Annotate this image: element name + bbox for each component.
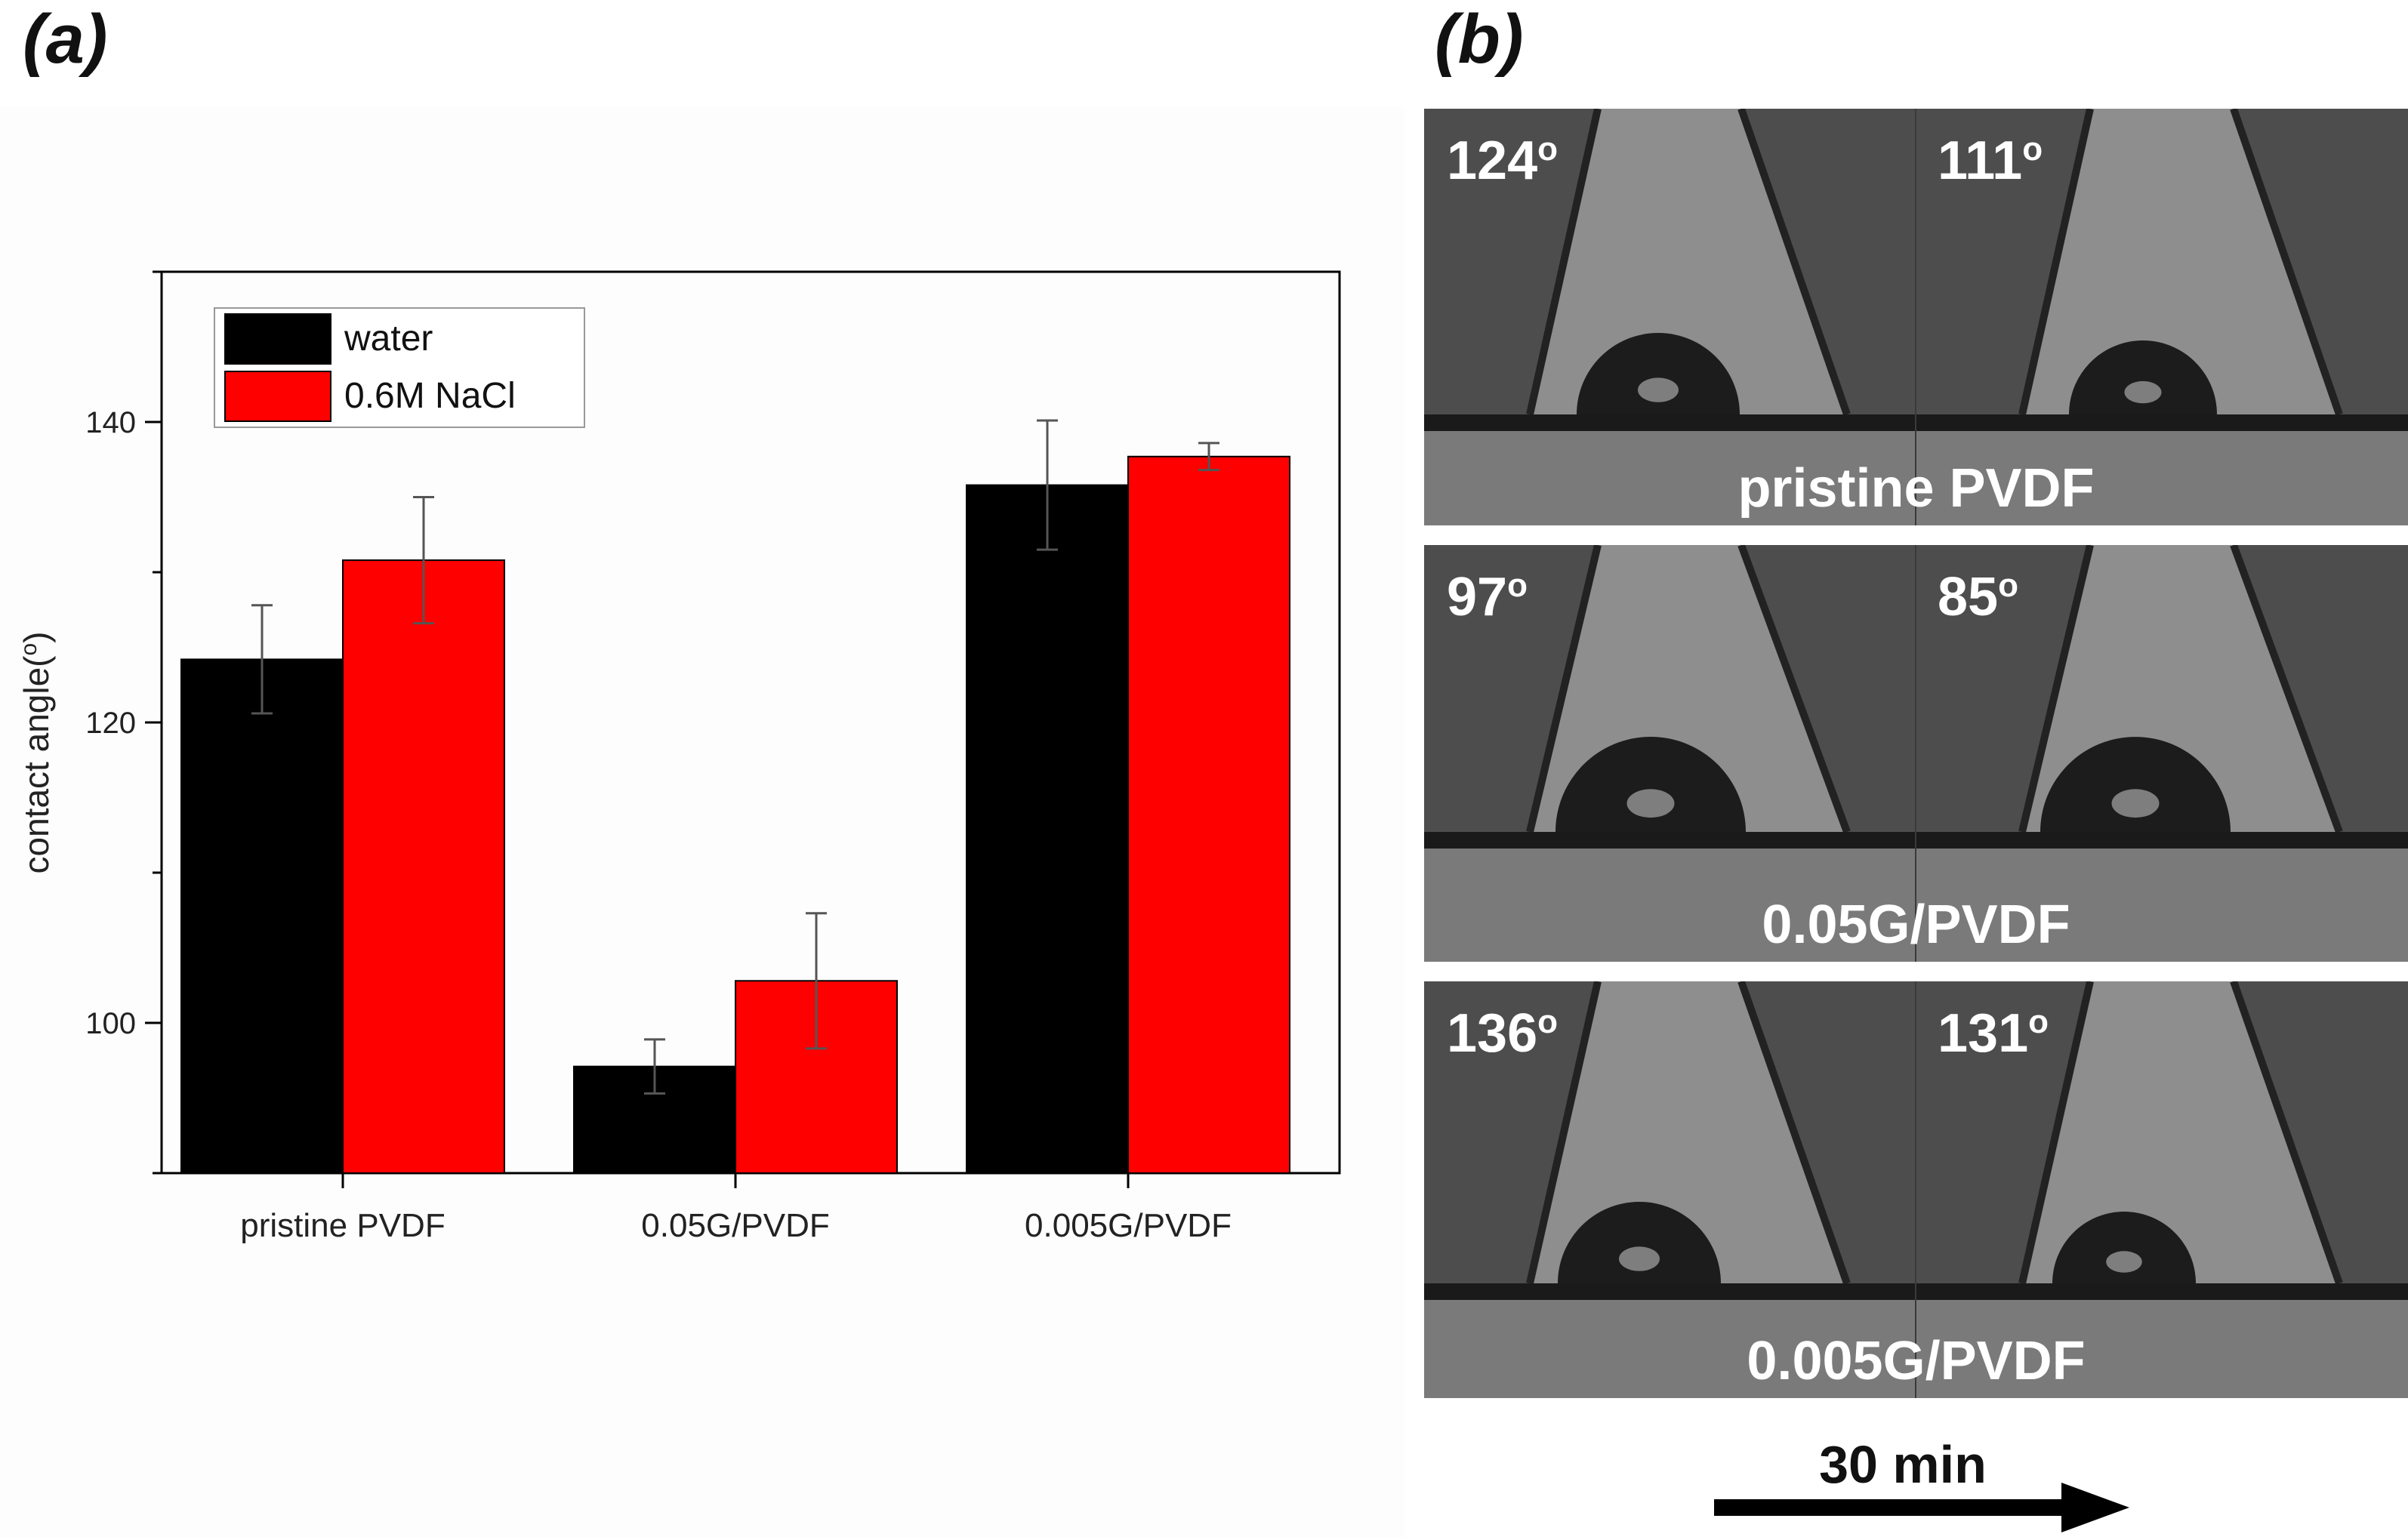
wedge-edge — [2018, 981, 2094, 1285]
droplet-highlight — [1626, 789, 1675, 818]
y-tick-label: 120 — [85, 707, 136, 740]
droplet-photo-panel: 124o 111o pristine PVDF 97o 85o 0.05G/PV… — [1424, 106, 2408, 1538]
droplet-highlight — [2106, 1251, 2142, 1273]
wedge-edge — [1737, 545, 1851, 833]
legend-label: water — [344, 319, 433, 359]
angle-before-label: 136o — [1447, 1003, 1559, 1064]
wedge-edge — [1526, 109, 1602, 416]
x-tick-label: pristine PVDF — [240, 1207, 445, 1244]
y-axis-label: contact angle(o) — [17, 632, 56, 874]
angle-after-label: 111o — [1938, 131, 2043, 191]
angle-before-label: 97o — [1447, 567, 1528, 627]
water-droplet — [2052, 1212, 2196, 1283]
water-droplet — [1555, 737, 1746, 832]
angle-after-label: 131o — [1938, 1003, 2049, 1064]
time-arrow-label: 30 min — [1819, 1435, 1987, 1494]
x-tick-label: 0.005G/PVDF — [1025, 1207, 1232, 1244]
wedge-edge — [1526, 981, 1602, 1285]
water-droplet — [1558, 1202, 1721, 1283]
wedge-edge — [2230, 981, 2343, 1285]
angle-before-label: 124o — [1447, 131, 1559, 191]
water-droplet — [2040, 737, 2231, 832]
water-droplet — [1577, 333, 1740, 414]
bar-0-6m-nacl — [342, 559, 505, 1174]
droplet-photo-0005g: 136o 131o 0.005G/PVDF — [1424, 981, 2408, 1398]
droplet-highlight — [1619, 1246, 1660, 1271]
droplet-photo-005g: 97o 85o 0.05G/PVDF — [1424, 545, 2408, 962]
photo-caption: pristine PVDF — [1737, 458, 2095, 519]
panel-b-label: (b) — [1435, 1, 1524, 78]
wedge-edge — [2230, 109, 2343, 416]
contact-angle-bar-chart: 100 120 140 contact angle(o) pristine PVDF 0.… — [17, 270, 1341, 1244]
droplet-highlight — [2124, 380, 2162, 404]
wedge-edge — [1737, 981, 1851, 1285]
bar-0-6m-nacl — [1127, 455, 1290, 1174]
wedge-edge — [2230, 545, 2343, 833]
x-tick-label: 0.05G/PVDF — [641, 1207, 829, 1244]
angle-after-label: 85o — [1938, 567, 2018, 627]
photo-caption: 0.005G/PVDF — [1747, 1331, 2086, 1391]
bar-water — [180, 658, 344, 1174]
wedge-edge — [2018, 545, 2094, 833]
photo-caption: 0.05G/PVDF — [1762, 895, 2070, 955]
droplet-photo-pristine: 124o 111o pristine PVDF — [1424, 109, 2408, 525]
y-tick-label: 100 — [85, 1007, 136, 1040]
droplet-highlight — [1638, 377, 1679, 402]
legend-swatch — [224, 371, 331, 422]
droplet-highlight — [2111, 789, 2160, 818]
bar-water — [966, 484, 1129, 1174]
wedge-edge — [1737, 109, 1851, 416]
wedge-edge — [1526, 545, 1602, 833]
panel-a-label: (a) — [23, 1, 108, 78]
y-tick-label: 140 — [85, 406, 136, 439]
legend-label: 0.6M NaCl — [344, 376, 516, 416]
wedge-edge — [2018, 109, 2094, 416]
time-arrow-icon — [1714, 1483, 2129, 1532]
legend-swatch — [224, 313, 331, 365]
water-droplet — [2069, 340, 2217, 414]
bar-chart-panel: 100 120 140 contact angle(o) pristine PVDF 0.… — [0, 106, 1404, 1538]
